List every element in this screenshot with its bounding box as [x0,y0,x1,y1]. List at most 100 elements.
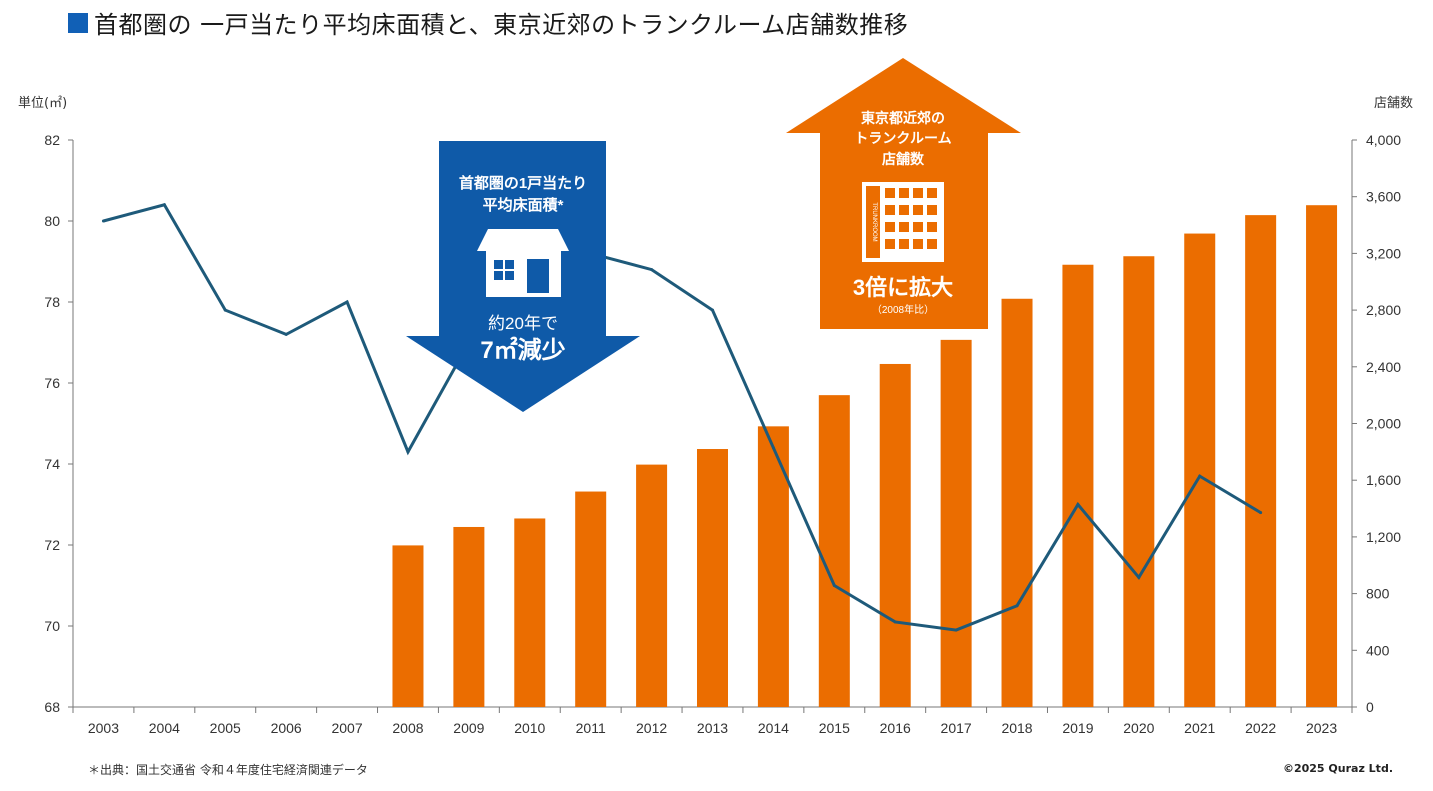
building-sign-text: TRUNKROOM [871,202,877,241]
left-tick-label: 68 [44,699,60,715]
left-tick-label: 82 [44,132,60,148]
bar-2009 [453,526,485,707]
left-tick-label: 70 [44,618,60,634]
line-point-2014 [771,446,775,450]
x-tick-label: 2021 [1184,720,1215,736]
left-tick-label: 80 [44,213,60,229]
left-tick-label: 76 [44,375,60,391]
axes: 68 70 72 74 76 78 80 82 0 400 800 1,200 1,600 2,000 2,… [44,132,1401,736]
x-tick-label: 2007 [331,720,362,736]
building-window [927,188,937,198]
left-tick-label: 72 [44,537,60,553]
line-point-2019 [1076,503,1080,506]
x-tick-label: 2010 [514,720,545,736]
building-window [913,188,923,198]
building-window [899,222,909,232]
up-callout-line4: 3倍に拡大 [853,275,953,300]
building-window [899,205,909,215]
x-tick-label: 2013 [697,720,728,736]
up-arrow-callout: 東京都近郊の トランクルーム 店舗数 TRUNKROOM 3倍に拡大 （2008… [786,58,1021,329]
building-window [885,239,895,249]
left-axis-unit: 単位(㎡) [18,96,68,111]
building-window [927,222,937,232]
x-tick-label: 2014 [758,720,789,736]
up-callout-line5: （2008年比） [872,303,934,316]
line-point-2008 [406,450,410,454]
up-callout-line1: 東京都近郊の [861,110,945,126]
bar-2021 [1184,233,1216,707]
x-tick-label: 2009 [453,720,484,736]
building-window [885,222,895,232]
x-tick-label: 2020 [1123,720,1154,736]
x-tick-label: 2012 [636,720,667,736]
x-tick-label: 2006 [271,720,302,736]
down-callout-line3: 約20年で [488,314,558,333]
up-callout-line3: 店舗数 [882,151,925,167]
right-tick-label: 3,200 [1366,245,1401,261]
x-tick-label: 2015 [819,720,850,736]
bar-2018 [1001,298,1033,707]
right-tick-label: 0 [1366,699,1374,715]
building-icon: TRUNKROOM [862,182,944,262]
right-tick-label: 3,600 [1366,189,1401,205]
building-window [913,205,923,215]
bar-2012 [636,464,668,707]
line-point-2012 [650,268,654,272]
bar-2008 [392,545,424,707]
building-window [927,239,937,249]
house-icon [477,229,569,297]
title-text: 首都圏の 一戸当たり平均床面積と、東京近郊のトランクルーム店舗数推移 [94,11,909,39]
line-point-2022 [1259,511,1263,515]
x-tick-label: 2008 [392,720,423,736]
bar-series [392,205,1338,707]
line-point-2018 [1015,604,1019,608]
x-tick-label: 2023 [1306,720,1337,736]
bar-2020 [1123,256,1155,707]
bar-2010 [514,518,546,707]
title-marker-icon [68,12,88,33]
right-tick-label: 2,800 [1366,302,1401,318]
down-callout-line4: 7㎡減少 [480,336,565,364]
bar-2019 [1062,264,1094,707]
right-tick-label: 2,400 [1366,359,1401,375]
line-point-2007 [345,300,349,304]
right-tick-label: 2,000 [1366,416,1401,432]
x-tick-label: 2016 [880,720,911,736]
x-tick-label: 2022 [1245,720,1276,736]
down-callout-line1: 首都圏の1戸当たり [459,174,587,192]
building-window [885,188,895,198]
line-point-2020 [1137,575,1141,579]
line-point-2021 [1198,474,1202,478]
down-callout-line2: 平均床面積* [483,196,564,214]
building-window [927,205,937,215]
building-window [913,222,923,232]
chart-title: 首都圏の 一戸当たり平均床面積と、東京近郊のトランクルーム店舗数推移 [68,5,908,40]
right-tick-label: 4,000 [1366,132,1401,148]
line-point-2005 [223,308,227,312]
building-window [899,188,909,198]
building-window [885,205,895,215]
left-tick-label: 74 [44,456,60,472]
line-point-2006 [284,332,288,336]
x-tick-label: 2019 [1062,720,1093,736]
line-point-2013 [711,308,714,312]
right-axis-unit: 店舗数 [1373,96,1413,111]
x-tick-label: 2005 [210,720,241,736]
right-tick-label: 400 [1366,642,1390,658]
right-tick-label: 800 [1366,586,1390,602]
x-tick-label: 2004 [149,720,180,736]
down-arrow-callout: 首都圏の1戸当たり 平均床面積* 約20年で 7㎡減少 [406,141,640,412]
line-point-2015 [832,584,836,587]
x-tick-label: 2017 [941,720,972,736]
copyright: ©2025 Quraz Ltd. [1282,762,1393,775]
building-window [899,239,909,249]
up-callout-line2: トランクルーム [854,130,951,146]
source-note: ＊出典：国土交通省 令和４年度住宅経済関連データ [88,763,368,777]
bar-2017 [940,339,972,707]
floor-area-line [103,203,1262,632]
bar-2023 [1306,205,1338,707]
x-tick-label: 2018 [1001,720,1032,736]
bar-2015 [818,395,850,707]
bar-2014 [757,426,789,707]
